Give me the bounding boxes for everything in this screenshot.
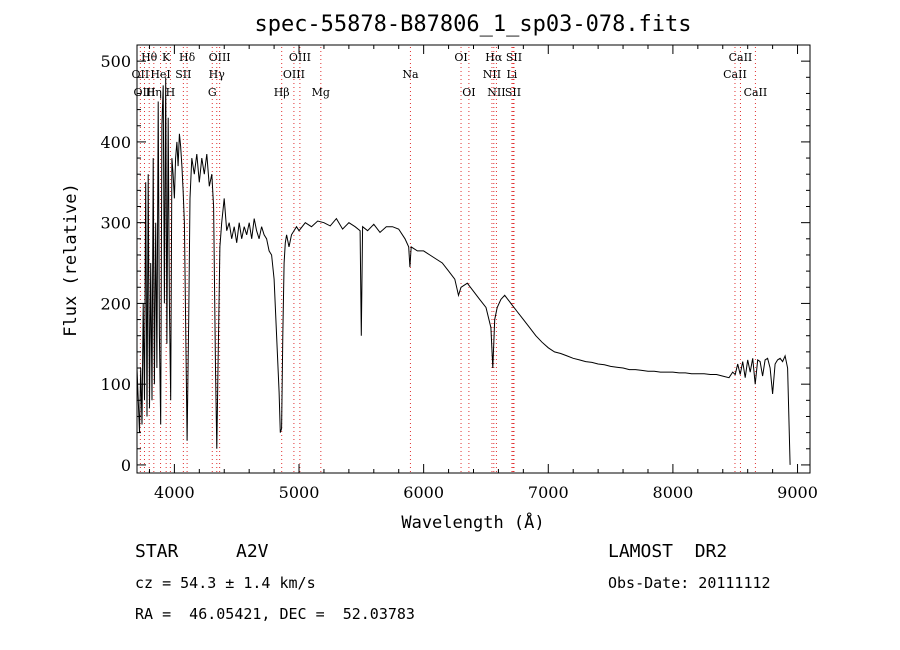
line-label-10: Hγ <box>209 68 226 81</box>
line-label-13: OIII <box>289 51 311 64</box>
y-tick-label: 100 <box>100 375 131 394</box>
observation-date: Obs-Date: 20111112 <box>608 574 771 592</box>
y-axis: 0 100 200 300 400 500 <box>100 52 810 475</box>
line-label-25: CaII <box>729 51 753 64</box>
line-label-19: Hα <box>485 51 503 64</box>
x-tick-label: 8000 <box>653 483 694 502</box>
spectrum-series-line <box>136 77 791 465</box>
line-label-16: Na <box>402 68 419 81</box>
line-label-6: H <box>166 86 176 99</box>
x-tick-label: 5000 <box>279 483 320 502</box>
plot-frame <box>136 44 811 474</box>
line-label-22: Li <box>506 68 517 81</box>
line-label-21: NII <box>483 68 501 81</box>
x-tick-label: 7000 <box>528 483 569 502</box>
line-label-23: NII <box>487 86 505 99</box>
spectral-line-markers <box>139 47 756 473</box>
line-label-9: OIII <box>209 51 231 64</box>
x-tick-label: 9000 <box>777 483 818 502</box>
x-axis-label: Wavelength (Å) <box>401 511 544 533</box>
line-label-26: CaII <box>723 68 747 81</box>
x-axis: 4000 5000 6000 7000 8000 9000 <box>148 45 818 502</box>
line-label-0: Hθ <box>141 51 158 64</box>
redshift-velocity: cz = 54.3 ± 1.4 km/s <box>135 574 316 592</box>
line-label-11: G <box>208 86 217 99</box>
y-tick-label: 400 <box>100 133 131 152</box>
y-axis-label: Flux (relative) <box>61 183 81 337</box>
line-label-24: SII <box>505 86 521 99</box>
object-class: STAR <box>135 541 179 562</box>
line-label-7: SII <box>175 68 191 81</box>
line-label-18: OI <box>462 86 475 99</box>
y-tick-label: 200 <box>100 294 131 313</box>
y-tick-label: 500 <box>100 52 131 71</box>
line-label-14: OIII <box>283 68 305 81</box>
object-subclass: A2V <box>236 541 269 562</box>
chart-title: spec-55878-B87806_1_sp03-078.fits <box>254 12 691 37</box>
x-tick-label: 6000 <box>403 483 444 502</box>
line-label-15: Mg <box>312 86 330 99</box>
line-label-4: HeI <box>150 68 170 81</box>
line-label-3: Hη <box>146 86 162 99</box>
y-tick-label: 300 <box>100 214 131 233</box>
survey-name: LAMOST DR2 <box>608 541 728 562</box>
line-label-8: Hδ <box>179 51 196 64</box>
sky-coordinates: RA = 46.05421, DEC = 52.03783 <box>135 605 415 623</box>
line-label-1: OII <box>132 68 150 81</box>
x-tick-label: 4000 <box>154 483 195 502</box>
line-label-12: Hβ <box>274 86 290 99</box>
line-label-17: OI <box>454 51 467 64</box>
line-label-27: CaII <box>744 86 768 99</box>
line-label-20: SII <box>506 51 522 64</box>
y-tick-label: 0 <box>121 456 131 475</box>
line-label-2: OIII <box>133 86 155 99</box>
line-label-5: K <box>162 51 171 64</box>
